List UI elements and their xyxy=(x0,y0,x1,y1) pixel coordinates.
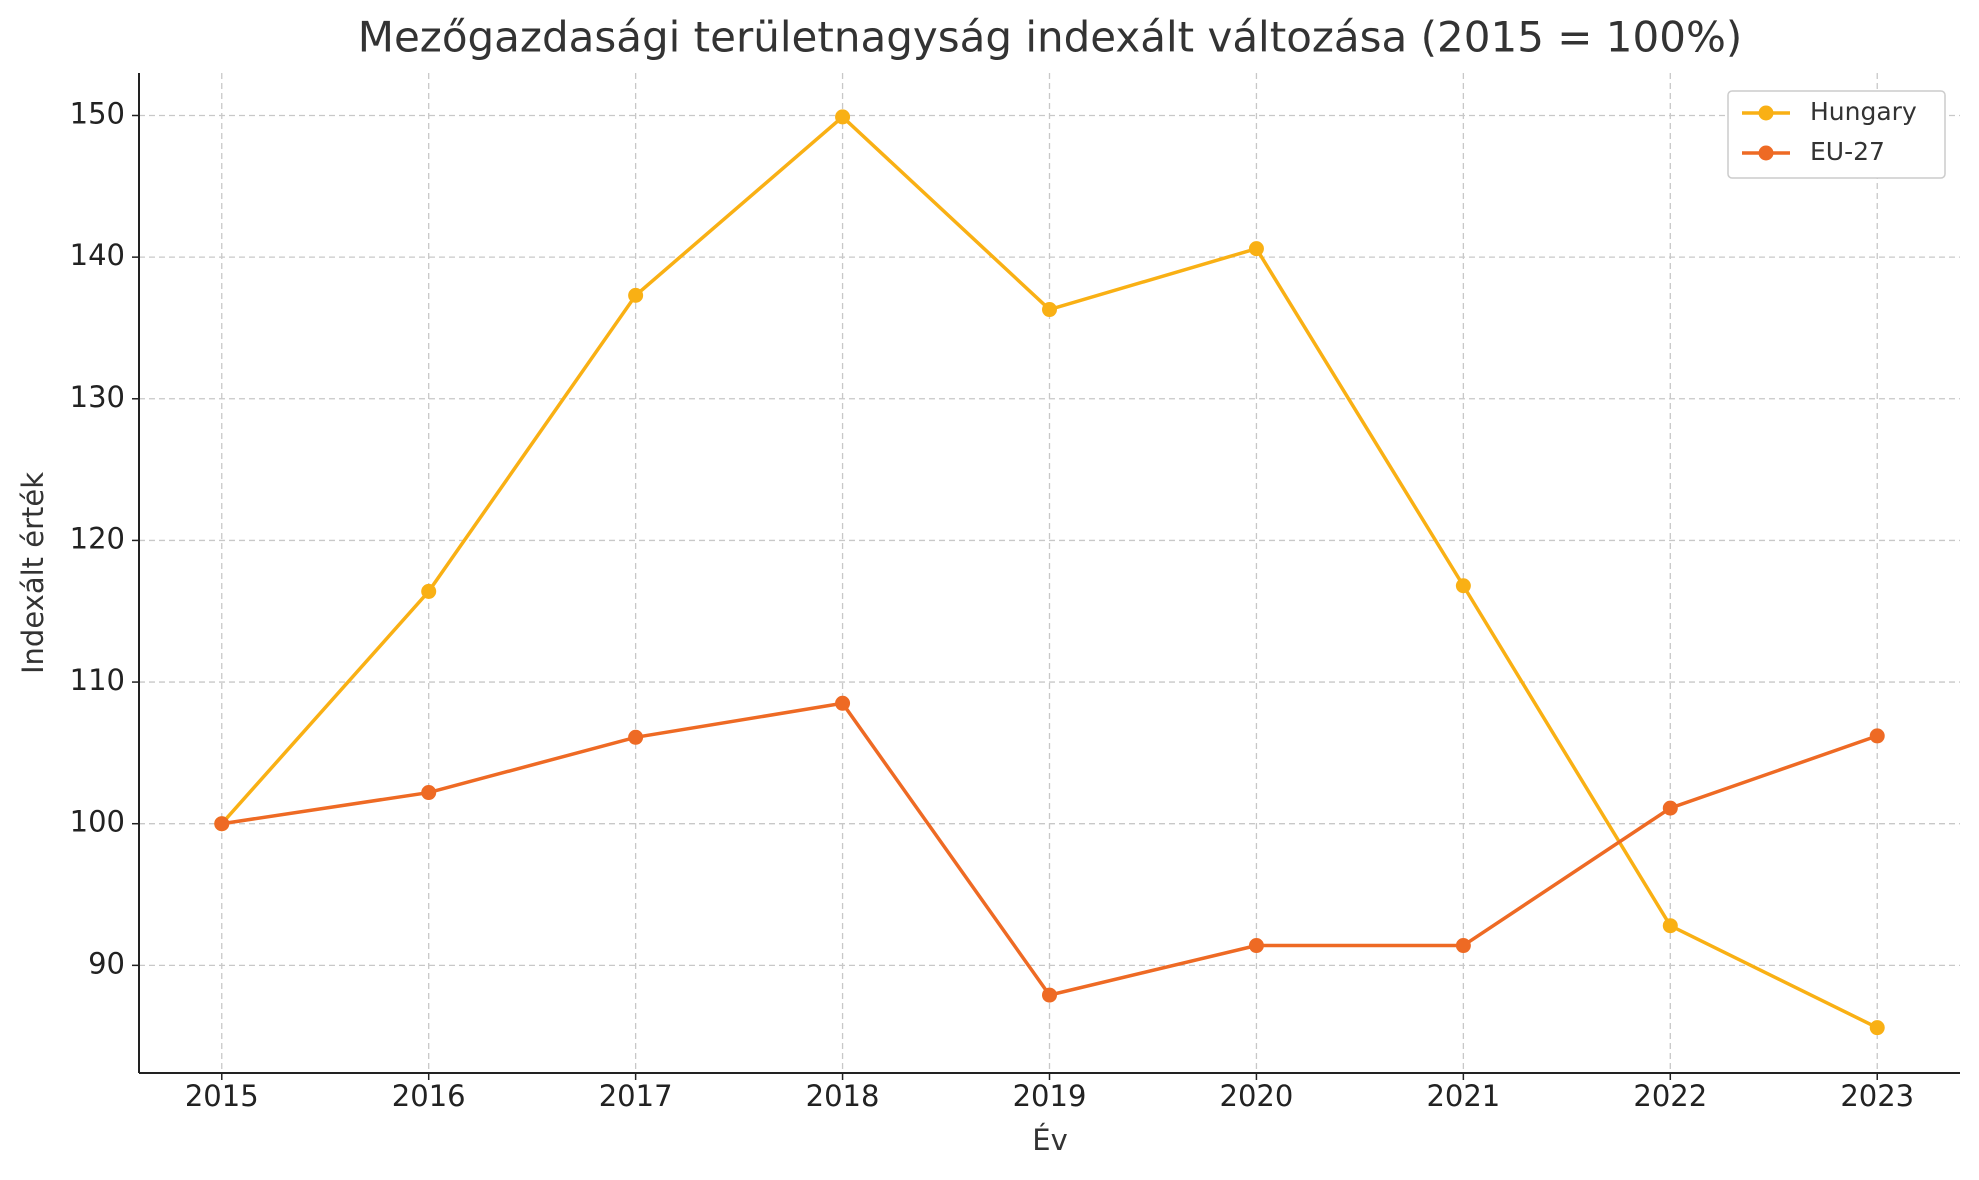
data-point xyxy=(1869,1020,1885,1036)
x-tick-label: 2018 xyxy=(806,1079,880,1113)
data-point xyxy=(835,695,851,711)
data-point xyxy=(214,816,230,832)
x-axis-label: Év xyxy=(1032,1123,1068,1157)
chart-title: Mezőgazdasági területnagyság indexált vá… xyxy=(358,13,1743,62)
data-point xyxy=(421,583,437,599)
data-point xyxy=(628,287,644,303)
data-point xyxy=(628,729,644,745)
data-point xyxy=(1662,800,1678,816)
data-point xyxy=(1662,918,1678,934)
y-tick-label: 110 xyxy=(70,663,125,697)
y-axis-label: Indexált érték xyxy=(16,472,50,674)
data-point xyxy=(1042,302,1057,318)
legend-marker xyxy=(1758,145,1774,161)
y-tick-label: 130 xyxy=(70,380,125,414)
data-point xyxy=(1042,987,1057,1003)
x-tick-label: 2019 xyxy=(1013,1079,1087,1113)
x-tick-label: 2021 xyxy=(1426,1079,1500,1113)
data-point xyxy=(421,785,437,801)
x-tick-label: 2017 xyxy=(599,1079,673,1113)
legend-label: EU-27 xyxy=(1810,137,1885,166)
data-point xyxy=(835,109,851,125)
legend-marker xyxy=(1758,105,1774,121)
x-tick-label: 2022 xyxy=(1633,1079,1707,1113)
y-tick-label: 90 xyxy=(88,946,125,980)
y-tick-label: 100 xyxy=(70,805,125,839)
x-tick-label: 2015 xyxy=(185,1079,259,1113)
data-point xyxy=(1455,938,1471,954)
x-tick-label: 2023 xyxy=(1840,1079,1914,1113)
x-tick-label: 2020 xyxy=(1220,1079,1294,1113)
y-tick-label: 120 xyxy=(70,521,125,555)
y-tick-label: 140 xyxy=(70,238,125,272)
data-point xyxy=(1869,728,1885,744)
data-point xyxy=(1455,578,1471,594)
legend-label: Hungary xyxy=(1810,97,1917,126)
data-point xyxy=(1248,241,1264,257)
data-point xyxy=(1248,938,1264,954)
x-tick-label: 2016 xyxy=(392,1079,466,1113)
y-tick-label: 150 xyxy=(70,96,125,130)
